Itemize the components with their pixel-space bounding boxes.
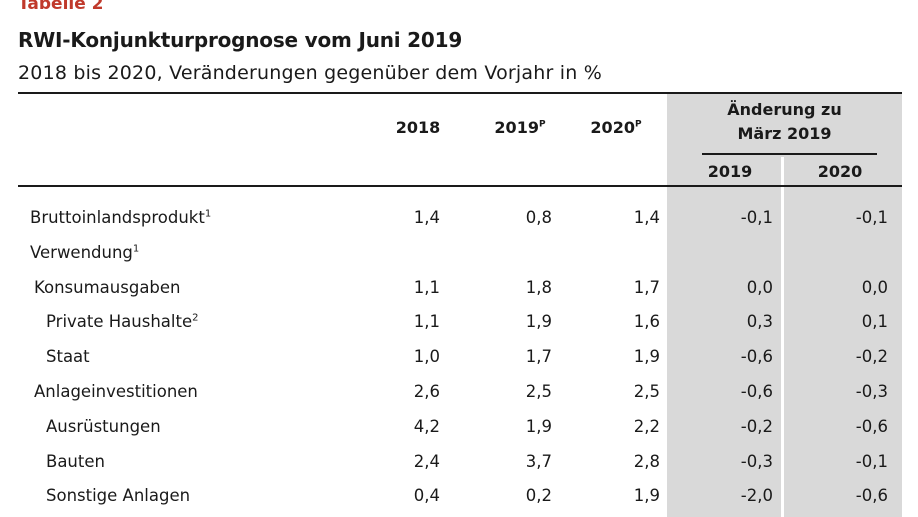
table-row: Verwendung1: [0, 237, 918, 272]
cell-value: -0,1: [740, 208, 773, 227]
cell-value: 1,9: [633, 486, 660, 506]
cell-value: 1,6: [633, 312, 660, 332]
change-columns-background: [667, 94, 902, 517]
cell-value: -0,6: [740, 347, 773, 367]
cell-value: -0,3: [740, 451, 773, 471]
cell-value: 0,2: [525, 486, 552, 506]
row-label-text: Konsumausgaben: [34, 277, 181, 297]
row-label-text: Verwendung: [30, 242, 133, 262]
cell-value: 1,4: [633, 208, 660, 227]
row-label-text: Bruttoinlandsprodukt: [30, 208, 205, 227]
cell-value: -0,3: [855, 381, 888, 401]
cell-value: 1,9: [525, 416, 552, 436]
row-label: Bauten: [46, 452, 105, 471]
cell-value: 2,5: [633, 381, 660, 401]
row-label-text: Sonstige Anlagen: [46, 486, 191, 506]
cell-value: -0,2: [855, 347, 888, 367]
row-label: Konsumausgaben: [34, 278, 181, 297]
row-label: Anlageinvestitionen: [34, 382, 198, 401]
footnote-marker: 1: [132, 243, 140, 255]
table-row: Sonstige Anlagen 0,4 0,2 1,9 -2,0 -0,6: [0, 480, 918, 515]
footnote-marker: 2: [192, 312, 199, 324]
row-label-text: Ausrüstungen: [46, 416, 161, 436]
row-label: Staat: [46, 347, 90, 366]
table-label: Tabelle 2: [18, 0, 104, 14]
cell-value: 1,9: [633, 347, 660, 367]
table-row: Ausrüstungen 4,2 1,9 2,2 -0,2 -0,6: [0, 411, 918, 446]
cell-value: 1,1: [413, 277, 440, 297]
cell-value: 2,4: [413, 451, 440, 471]
cell-value: 0,3: [746, 312, 773, 332]
group-rule: [702, 153, 877, 155]
subheader-2020: 2020: [817, 162, 863, 181]
cell-value: 1,7: [525, 347, 552, 367]
cell-value: 0,1: [861, 312, 888, 332]
table-row: Anlageinvestitionen 2,6 2,5 2,5 -0,6 -0,3: [0, 376, 918, 411]
change-group-line2: März 2019: [737, 124, 832, 143]
table-subtitle: 2018 bis 2020, Veränderungen gegenüber d…: [18, 62, 602, 84]
cell-value: 1,9: [525, 312, 552, 332]
cell-value: -0,6: [740, 381, 773, 401]
cell-value: 2,8: [633, 451, 660, 471]
header-2019-year: 2019: [494, 118, 539, 137]
cell-value: 0,0: [746, 277, 773, 297]
row-label: Sonstige Anlagen: [46, 486, 190, 505]
cell-value: 2,5: [525, 381, 552, 401]
table-row: Bruttoinlandsprodukt1 1,4 0,8 1,4 -0,1 -0,1: [0, 202, 918, 237]
row-label-text: Bauten: [46, 451, 105, 471]
change-group-header: Änderung zu März 2019: [667, 98, 902, 146]
row-label: Private Haushalte2: [46, 312, 199, 331]
header-2019: 2019P: [488, 118, 552, 137]
footnote-marker: 1: [204, 208, 212, 220]
cell-value: 2,2: [633, 416, 660, 436]
cell-value: 1,8: [525, 277, 552, 297]
change-columns-separator: [781, 157, 784, 517]
cell-value: -0,1: [855, 451, 888, 471]
cell-value: 3,7: [525, 451, 552, 471]
header-bottom-rule: [18, 185, 902, 187]
cell-value: 1,4: [413, 208, 440, 227]
cell-value: -0,2: [740, 416, 773, 436]
header-2019-sup: P: [538, 119, 546, 130]
change-group-line1: Änderung zu: [727, 100, 842, 119]
row-label: Ausrüstungen: [46, 417, 161, 436]
cell-value: 1,0: [413, 347, 440, 367]
table-row: Private Haushalte2 1,1 1,9 1,6 0,3 0,1: [0, 306, 918, 341]
table-title: RWI-Konjunkturprognose vom Juni 2019: [18, 28, 463, 52]
cell-value: 4,2: [413, 416, 440, 436]
header-2020-year: 2020: [590, 118, 635, 137]
row-label-text: Staat: [46, 347, 90, 367]
cell-value: -0,6: [855, 416, 888, 436]
cell-value: -2,0: [740, 486, 773, 506]
cell-value: 1,7: [633, 277, 660, 297]
row-label: Verwendung1: [30, 243, 139, 262]
table-row: Bauten 2,4 3,7 2,8 -0,3 -0,1: [0, 446, 918, 481]
table-row: Staat 1,0 1,7 1,9 -0,6 -0,2: [0, 341, 918, 376]
row-label-text: Private Haushalte: [46, 312, 193, 332]
header-2018: 2018: [395, 118, 441, 137]
row-label-text: Anlageinvestitionen: [34, 381, 198, 401]
top-rule: [18, 92, 902, 94]
subheader-2019: 2019: [707, 162, 753, 181]
cell-value: 2,6: [413, 381, 440, 401]
cell-value: 0,4: [413, 486, 440, 506]
cell-value: -0,1: [855, 208, 888, 227]
cell-value: 0,0: [861, 277, 888, 297]
header-2020: 2020P: [584, 118, 648, 137]
table-body: Bruttoinlandsprodukt1 1,4 0,8 1,4 -0,1 -0,1 Ve…: [0, 202, 918, 515]
table-row: Konsumausgaben 1,1 1,8 1,7 0,0 0,0: [0, 272, 918, 307]
cell-value: -0,6: [855, 486, 888, 506]
header-2020-sup: P: [634, 119, 642, 130]
cell-value: 1,1: [413, 312, 440, 332]
row-label: Bruttoinlandsprodukt1: [30, 208, 211, 227]
cell-value: 0,8: [525, 208, 552, 227]
